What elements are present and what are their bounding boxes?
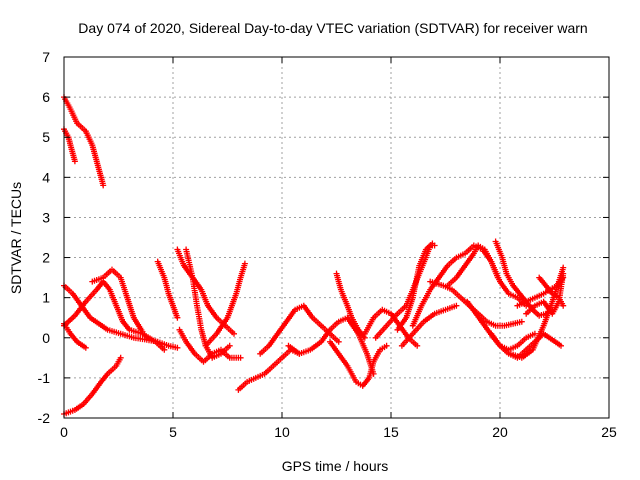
series-s21 [398, 302, 460, 349]
x-tick-label: 20 [492, 424, 508, 440]
data-marks [61, 94, 567, 417]
y-tick-label: 2 [42, 250, 50, 266]
y-tick-label: 3 [42, 209, 50, 225]
x-tick-label: 5 [169, 424, 177, 440]
series-marker-path [285, 314, 377, 377]
chart-title: Day 074 of 2020, Sidereal Day-to-day VTE… [78, 20, 587, 36]
series-marker-path [202, 260, 248, 349]
series-s16 [333, 270, 368, 341]
x-tick-label: 25 [601, 424, 617, 440]
x-tick-label: 0 [60, 424, 68, 440]
y-tick-label: 5 [42, 129, 50, 145]
series-s8 [154, 258, 181, 321]
y-tick-label: 6 [42, 89, 50, 105]
series-s7 [89, 266, 146, 335]
series-marker-path [394, 240, 436, 333]
axis-ticks: 0 5 10 15 20 25 -2 -1 0 1 2 3 4 5 6 7 [38, 49, 617, 440]
y-tick-label: 0 [42, 330, 50, 346]
y-tick-label: -1 [38, 370, 51, 386]
x-tick-label: 15 [383, 424, 399, 440]
y-axis-label: SDTVAR / TECUs [8, 182, 24, 294]
series-marker-path [89, 266, 146, 335]
series-s17 [327, 338, 390, 389]
y-tick-label: 7 [42, 49, 50, 65]
y-tick-label: -2 [38, 410, 51, 426]
series-marker-path [523, 270, 567, 317]
series-marker-path [333, 270, 368, 341]
y-tick-label: 1 [42, 290, 50, 306]
series-marker-path [183, 246, 233, 361]
series-s24 [444, 242, 530, 309]
x-axis-label: GPS time / hours [282, 458, 389, 474]
grid-lines [64, 57, 609, 418]
series-s12 [202, 260, 248, 349]
series-marker-path [444, 242, 530, 309]
series-s15 [285, 314, 377, 377]
y-tick-label: 4 [42, 169, 50, 185]
series-s11 [183, 246, 233, 361]
x-tick-label: 10 [274, 424, 290, 440]
plot-border [63, 56, 610, 419]
series-marker-path [154, 258, 181, 321]
series-s20 [394, 240, 436, 333]
series-s31 [523, 270, 567, 317]
series-marker-path [398, 302, 460, 349]
series-marker-path [327, 338, 390, 389]
